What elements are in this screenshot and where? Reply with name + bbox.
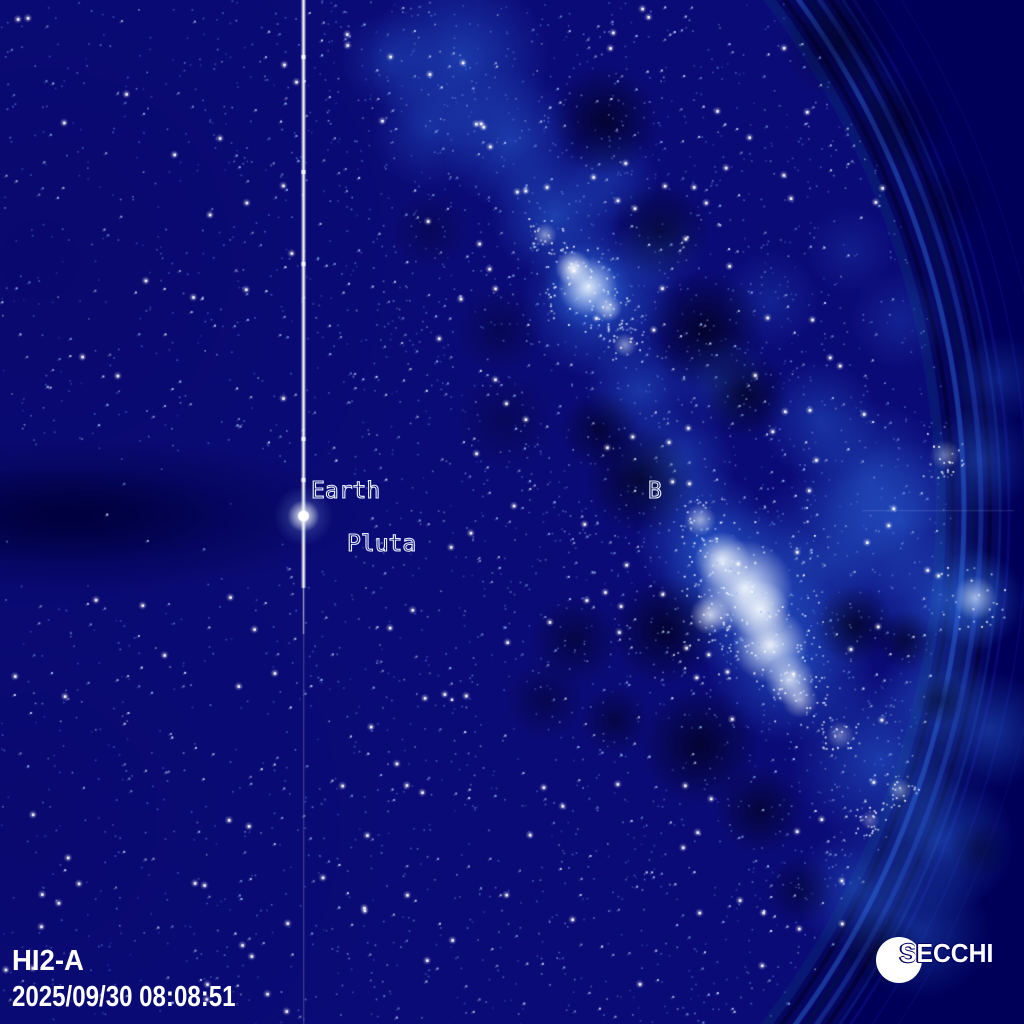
secchi-logo: SECCHI xyxy=(876,937,1024,987)
moon-disc-icon xyxy=(876,937,922,983)
pluto-label: Pluta xyxy=(346,531,417,557)
frame-timestamp: 2025/09/30 08:08:51 xyxy=(12,981,236,1013)
star-b-label: B xyxy=(647,478,662,504)
earth-label: Earth xyxy=(310,478,381,504)
camera-name: HI2-A xyxy=(12,945,84,977)
secchi-logo-text: SECCHI xyxy=(900,938,994,968)
